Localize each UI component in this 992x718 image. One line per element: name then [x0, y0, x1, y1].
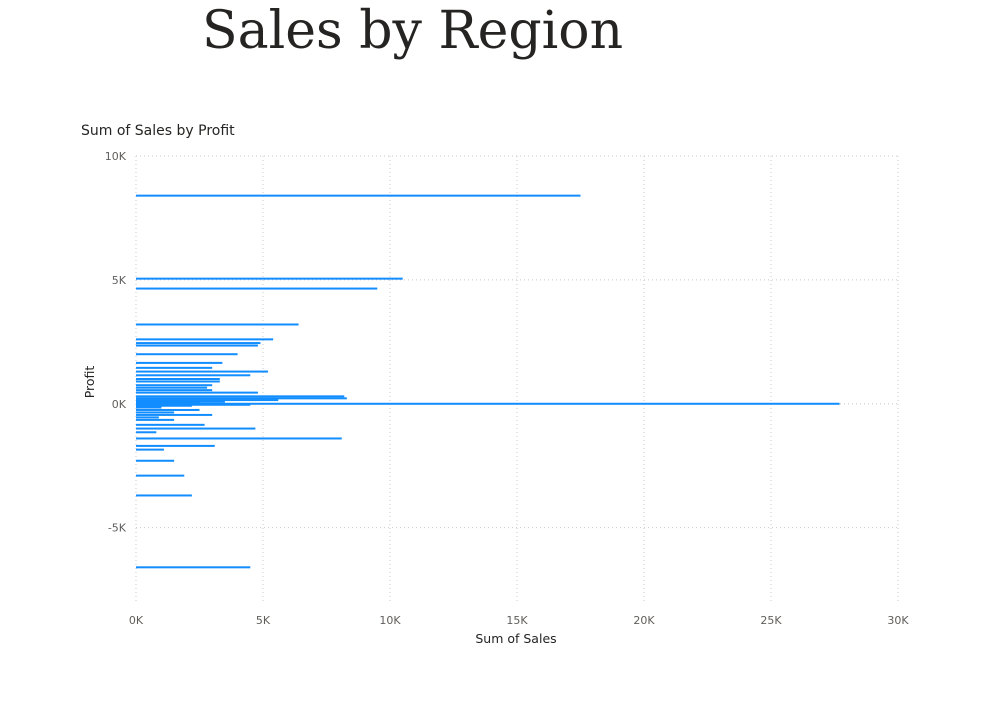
bar[interactable]: [136, 287, 378, 290]
bar[interactable]: [136, 408, 200, 411]
x-tick-label: 15K: [506, 614, 528, 627]
y-axis-title: Profit: [82, 366, 97, 399]
bar[interactable]: [136, 323, 299, 326]
bar[interactable]: [136, 344, 258, 347]
bar[interactable]: [136, 399, 279, 402]
bar[interactable]: [136, 361, 223, 364]
gridlines: [135, 155, 899, 602]
bar[interactable]: [136, 402, 840, 405]
bar[interactable]: [136, 459, 175, 462]
bar[interactable]: [136, 411, 175, 414]
bar[interactable]: [136, 378, 220, 380]
bar[interactable]: [136, 386, 208, 389]
bar[interactable]: [136, 413, 213, 416]
y-axis-ticks: 10K 5K 0K -5K: [105, 150, 127, 535]
bar[interactable]: [136, 370, 269, 373]
bar[interactable]: [136, 380, 220, 383]
bar[interactable]: [136, 406, 162, 409]
bar[interactable]: [136, 194, 581, 197]
bar[interactable]: [136, 494, 192, 497]
x-tick-label: 10K: [379, 614, 401, 627]
x-tick-label: 5K: [256, 614, 271, 627]
x-tick-label: 30K: [887, 614, 909, 627]
bar[interactable]: [136, 338, 274, 341]
bar[interactable]: [136, 342, 261, 345]
bar[interactable]: [136, 431, 157, 434]
bar[interactable]: [136, 418, 175, 421]
bars[interactable]: [136, 194, 840, 569]
x-tick-label: 0K: [129, 614, 144, 627]
bar[interactable]: [136, 404, 192, 407]
y-tick-label: 10K: [105, 150, 127, 163]
bar[interactable]: [136, 427, 256, 430]
x-tick-label: 20K: [633, 614, 655, 627]
bar[interactable]: [136, 384, 213, 387]
bar[interactable]: [136, 353, 238, 356]
x-axis-title: Sum of Sales: [475, 631, 556, 646]
x-tick-label: 25K: [760, 614, 782, 627]
bar[interactable]: [136, 395, 345, 398]
bar[interactable]: [136, 444, 215, 447]
x-axis-ticks: 0K 5K 10K 15K 20K 25K 30K: [129, 614, 909, 627]
bar[interactable]: [136, 403, 251, 406]
y-tick-label: 5K: [112, 274, 127, 287]
bar[interactable]: [136, 391, 258, 394]
y-tick-label: -5K: [108, 522, 127, 535]
bar[interactable]: [136, 366, 213, 369]
bar[interactable]: [136, 474, 185, 477]
chart-title: Sum of Sales by Profit: [81, 123, 235, 139]
bar[interactable]: [136, 389, 213, 392]
bar[interactable]: [136, 437, 342, 440]
bar[interactable]: [136, 448, 164, 451]
bar[interactable]: [136, 277, 403, 280]
bar[interactable]: [136, 566, 251, 569]
bar[interactable]: [136, 397, 347, 400]
bar[interactable]: [136, 416, 159, 419]
bar[interactable]: [136, 423, 205, 426]
bar[interactable]: [136, 374, 251, 377]
page-title: Sales by Region: [202, 1, 624, 61]
y-tick-label: 0K: [112, 398, 127, 411]
